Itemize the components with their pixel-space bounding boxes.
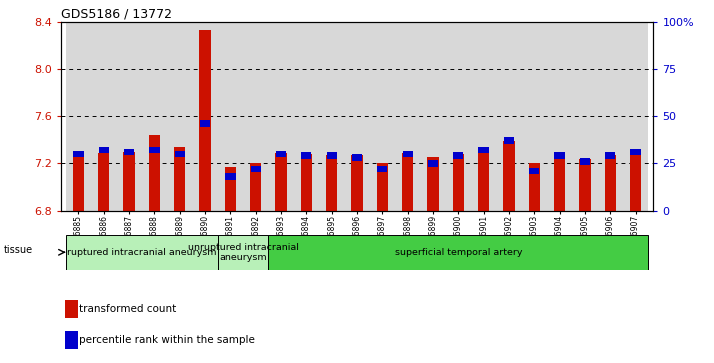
- Bar: [402, 153, 413, 211]
- Text: superficial temporal artery: superficial temporal artery: [395, 248, 522, 257]
- Bar: [124, 149, 134, 155]
- Bar: [453, 154, 464, 211]
- Bar: [65, 331, 78, 349]
- Bar: [225, 167, 236, 211]
- Bar: [377, 166, 388, 172]
- Bar: [124, 151, 135, 211]
- Bar: [73, 155, 84, 211]
- Bar: [351, 155, 363, 211]
- Bar: [453, 152, 463, 159]
- Bar: [376, 163, 388, 211]
- Bar: [579, 159, 590, 211]
- Bar: [503, 141, 515, 211]
- Bar: [149, 147, 159, 154]
- Bar: [370, 22, 395, 211]
- Bar: [276, 151, 286, 157]
- Bar: [149, 135, 160, 211]
- Bar: [352, 154, 362, 161]
- Text: unruptured intracranial
aneurysm: unruptured intracranial aneurysm: [188, 242, 298, 262]
- Bar: [243, 22, 268, 211]
- Bar: [605, 152, 615, 159]
- Text: tissue: tissue: [4, 245, 33, 256]
- Text: GDS5186 / 13772: GDS5186 / 13772: [61, 8, 171, 21]
- Bar: [478, 147, 489, 154]
- Bar: [65, 299, 78, 318]
- Bar: [446, 22, 471, 211]
- Bar: [529, 168, 539, 174]
- Bar: [99, 147, 109, 154]
- Bar: [547, 22, 572, 211]
- Bar: [555, 152, 565, 159]
- FancyBboxPatch shape: [268, 235, 648, 270]
- Bar: [580, 158, 590, 165]
- Bar: [268, 22, 293, 211]
- Bar: [427, 158, 438, 211]
- Bar: [167, 22, 192, 211]
- Bar: [218, 22, 243, 211]
- Bar: [326, 155, 338, 211]
- Bar: [301, 152, 311, 159]
- Bar: [319, 22, 344, 211]
- Text: transformed count: transformed count: [79, 304, 176, 314]
- Bar: [251, 166, 261, 172]
- Bar: [395, 22, 421, 211]
- Bar: [478, 150, 489, 211]
- FancyBboxPatch shape: [218, 235, 268, 270]
- Bar: [623, 22, 648, 211]
- Bar: [91, 22, 116, 211]
- Bar: [200, 121, 210, 127]
- Bar: [605, 155, 616, 211]
- Bar: [572, 22, 598, 211]
- Bar: [554, 153, 565, 211]
- Bar: [421, 22, 446, 211]
- Bar: [199, 30, 211, 211]
- Bar: [225, 173, 236, 180]
- Bar: [116, 22, 142, 211]
- Bar: [98, 153, 109, 211]
- Bar: [250, 163, 261, 211]
- Bar: [428, 160, 438, 167]
- Bar: [504, 137, 514, 144]
- Bar: [192, 22, 218, 211]
- Bar: [471, 22, 496, 211]
- Bar: [276, 153, 287, 211]
- Bar: [528, 163, 540, 211]
- Bar: [142, 22, 167, 211]
- Bar: [175, 151, 185, 157]
- Bar: [598, 22, 623, 211]
- FancyBboxPatch shape: [66, 235, 218, 270]
- Text: ruptured intracranial aneurysm: ruptured intracranial aneurysm: [67, 248, 216, 257]
- Bar: [66, 22, 91, 211]
- Text: percentile rank within the sample: percentile rank within the sample: [79, 335, 255, 345]
- Bar: [630, 149, 640, 155]
- Bar: [496, 22, 522, 211]
- Bar: [293, 22, 319, 211]
- Bar: [522, 22, 547, 211]
- Bar: [174, 147, 186, 211]
- Bar: [74, 151, 84, 157]
- Bar: [326, 152, 337, 159]
- Bar: [403, 151, 413, 157]
- Bar: [301, 154, 312, 211]
- Bar: [344, 22, 370, 211]
- Bar: [630, 155, 641, 211]
